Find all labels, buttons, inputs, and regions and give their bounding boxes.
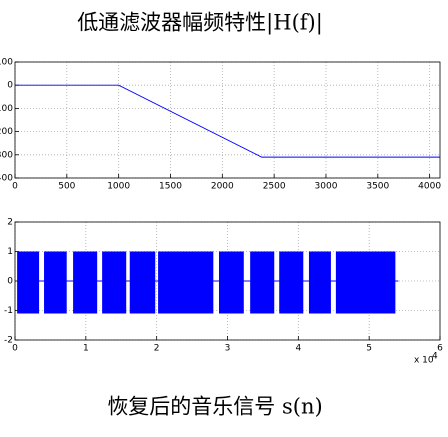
y-tick-label: -300 [0,150,13,160]
signal-burst [17,251,40,314]
x-tick-label: 6 [437,344,443,354]
axes-frame [14,61,441,179]
y-tick-label: 1 [7,247,13,257]
signal-burst [102,251,127,314]
y-tick-label: 0 [7,277,13,287]
signal-burst [129,251,156,314]
x-tick-label: 0 [12,344,18,354]
y-tick-label: -1 [4,306,13,316]
x-tick-label: 4 [295,344,301,354]
line-series [15,84,440,158]
x-tick-label: 4000 [418,182,441,192]
signal-burst [279,251,304,314]
signal-burst [73,251,98,314]
x-tick-label: 500 [58,182,75,192]
y-tick-label: -200 [0,127,13,137]
x-tick-label: 0 [12,182,18,192]
signal-burst [308,251,331,314]
y-tick-label: -2 [4,336,13,346]
y-tick-label: 0 [7,81,13,91]
axes-frame [14,221,441,341]
x-tick-label: 3000 [315,182,338,192]
x-tick-label: 3 [225,344,231,354]
signal-burst [250,251,275,314]
chart-title: 低通滤波器幅频特性|H(f)| [77,11,323,36]
x-multiplier-exponent: 4 [432,352,438,362]
x-tick-label: 2 [154,344,160,354]
y-tick-label: -400 [0,174,13,184]
y-tick-label: 2 [7,218,13,228]
x-tick-label: 2500 [263,182,286,192]
x-tick-label: 1 [83,344,89,354]
chart-title: 恢复后的音乐信号 s(n) [107,395,322,419]
signal-burst [44,251,67,314]
signal-burst [158,251,214,314]
signal-burst [335,251,396,314]
x-multiplier: x 10 [414,356,434,366]
x-tick-label: 1000 [107,182,130,192]
y-tick-label: 100 [0,58,13,68]
x-tick-label: 2000 [211,182,234,192]
y-tick-label: -100 [0,104,13,114]
x-tick-label: 3500 [366,182,389,192]
signal-burst [219,251,244,314]
x-tick-label: 1500 [159,182,182,192]
x-tick-label: 5 [366,344,372,354]
